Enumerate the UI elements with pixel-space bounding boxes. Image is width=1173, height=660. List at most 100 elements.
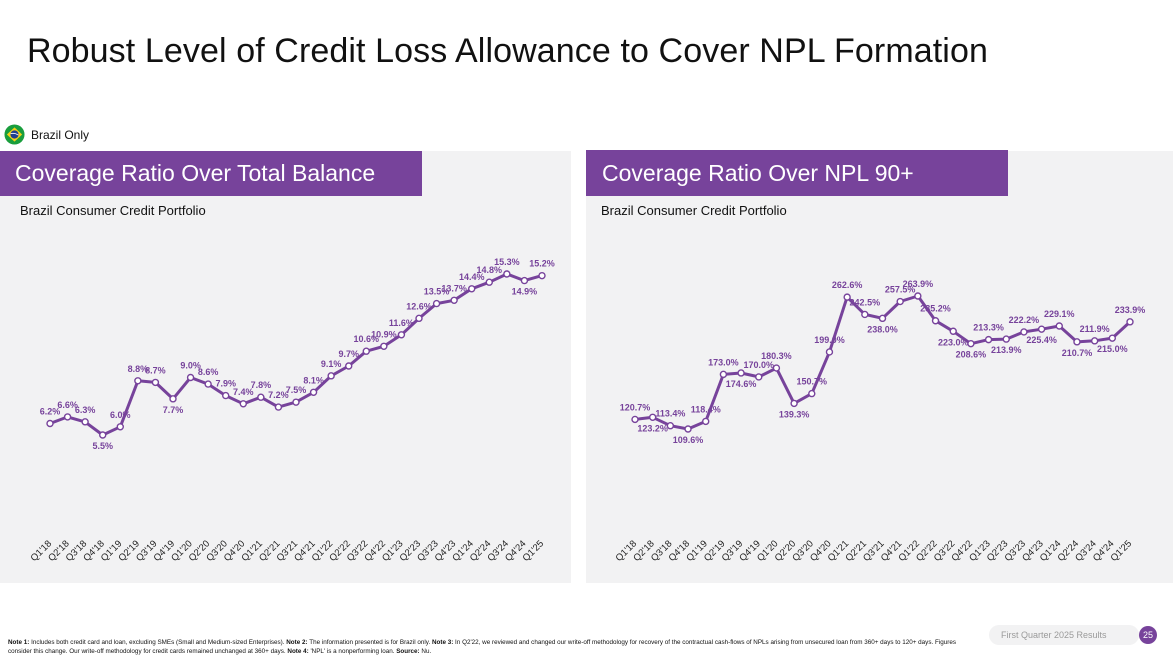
data-point [134,377,142,385]
chart-subtitle: Brazil Consumer Credit Portfolio [20,203,206,218]
data-point [648,413,657,421]
chart-title: Coverage Ratio Over Total Balance [0,151,422,196]
data-point [292,398,300,406]
data-label: 229.1% [1044,309,1075,319]
data-point [1073,338,1081,346]
data-label: 174.6% [726,379,757,389]
data-label: 14.4% [459,272,485,282]
data-point [967,339,975,348]
data-label: 262.6% [832,280,863,290]
footnotes: Note 1: Includes both credit card and lo… [8,638,973,656]
data-point [790,399,798,408]
note-label: Note 2: [286,639,308,646]
data-point [737,369,745,377]
data-point [485,278,493,286]
note-text: Includes both credit card and loan, excl… [29,639,287,646]
data-label: 118.4% [691,404,721,414]
data-label: 8.6% [198,367,219,377]
data-point [914,292,922,300]
data-label: 13.5% [424,287,450,297]
chart-panel-npl: 120.7% Q1'18 123.2% Q2'18 113.4% Q3'18 109.6% Q… [586,150,1173,583]
data-point [1108,334,1117,342]
data-label: 13.7% [441,283,467,293]
data-label: 15.2% [529,259,555,269]
data-label: 263.9% [903,279,934,289]
data-point [274,403,283,411]
note-text: In Q2'22, we reviewed and changed our wr… [8,639,956,655]
brazil-flag-icon [4,124,25,145]
data-label: 7.4% [233,387,254,397]
data-point [1090,337,1099,345]
data-label: 5.5% [92,441,113,451]
data-point [1126,318,1134,326]
region-label: Brazil Only [31,127,90,142]
data-label: 150.7% [797,377,828,387]
data-label: 233.9% [1115,305,1146,315]
coverage-total-balance-chart: 6.2%Q1'186.6%Q2'186.3%Q3'185.5%Q4'186.0%… [29,257,555,564]
page-number: 25 [1139,626,1157,644]
data-label: 8.1% [303,375,324,385]
data-point [186,373,195,382]
data-point [1002,335,1010,343]
note-label: Note 3: [431,639,454,646]
data-label: 199.0% [814,335,845,345]
note-text: Nu. [419,648,432,655]
data-label: 113.4% [655,409,685,419]
data-point [468,285,476,293]
data-label: 222.2% [1009,315,1040,325]
data-label: 211.9% [1080,324,1110,334]
data-label: 14.9% [512,287,538,297]
note-text: 'NPL' is a nonperforming loan. [308,648,397,655]
data-point [631,415,639,424]
data-point [46,419,54,428]
data-label: 170.0% [743,360,774,370]
data-point [345,362,353,370]
page-title: Robust Level of Credit Loss Allowance to… [27,32,988,70]
data-label: 7.7% [163,405,184,415]
data-label: 7.9% [215,379,236,389]
data-point [116,423,124,431]
data-point [931,317,940,325]
chart-panel-total-balance: 6.2% Q1'18 6.6% Q2'18 6.3% Q3'18 5.5% Q4'18 6.0%… [0,151,571,583]
data-label: 7.5% [286,385,307,395]
data-point [151,378,160,387]
data-point [239,400,247,408]
data-point [861,310,869,319]
data-label: 6.6% [57,400,78,410]
data-label: 120.7% [620,402,651,412]
data-point [520,276,529,285]
data-label: 208.6% [956,350,987,360]
data-label: 123.2% [637,423,668,433]
data-label: 15.3% [494,257,520,267]
data-point [432,299,441,308]
data-point [327,372,335,380]
data-label: 242.5% [850,297,881,307]
data-label: 238.0% [867,324,898,334]
data-point [1037,325,1046,333]
data-point [825,348,834,356]
note-label: Note 1: [8,639,30,646]
data-label: 257.5% [885,285,916,295]
data-label: 7.8% [251,380,272,390]
data-label: 210.7% [1062,348,1093,358]
data-label: 6.0% [110,410,131,420]
data-label: 14.8% [477,265,503,275]
data-label: 9.1% [321,359,342,369]
data-label: 109.6% [673,435,704,445]
data-label: 235.2% [920,304,951,314]
data-label: 223.0% [938,337,969,347]
data-label: 7.2% [268,390,289,400]
data-point [63,413,72,421]
data-label: 215.0% [1097,344,1128,354]
data-label: 9.0% [180,361,201,371]
data-point [808,389,816,398]
data-point [878,314,887,323]
data-label: 8.7% [145,365,166,375]
data-point [309,388,318,396]
data-point [755,373,763,381]
data-point [503,270,511,278]
note-text: The information presented is for Brazil … [307,639,432,646]
data-label: 213.3% [973,323,1004,333]
data-point [538,271,546,280]
data-label: 139.3% [779,409,810,419]
